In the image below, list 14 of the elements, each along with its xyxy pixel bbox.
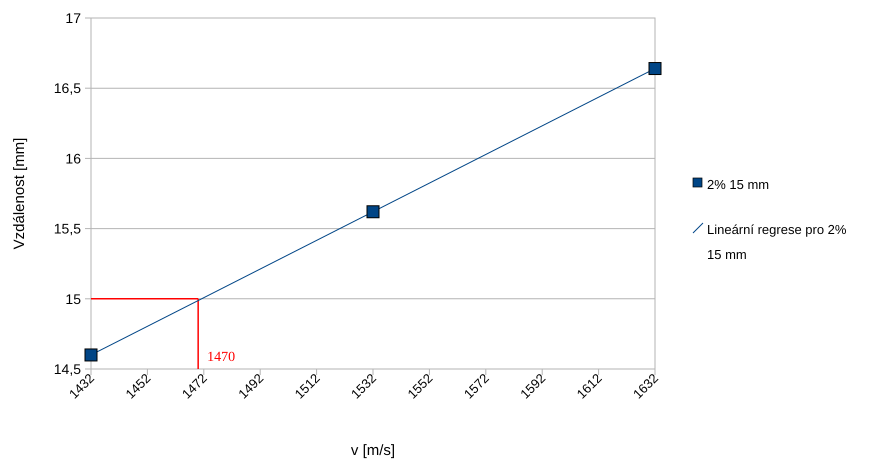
y-tick-label: 16,5 <box>54 80 82 96</box>
y-tick-label: 15,5 <box>54 220 82 237</box>
point <box>366 205 380 218</box>
y-axis-title: Vzdálenost [mm] <box>11 138 28 250</box>
legend-label: 2% 15 mm <box>707 177 770 192</box>
point <box>648 62 662 76</box>
y-tick-label: 17 <box>65 10 82 26</box>
ref-line-label: 1470 <box>207 350 236 365</box>
y-tick-label: 14,5 <box>54 361 82 377</box>
y-tick-label: 16 <box>65 150 82 166</box>
legend-label: Lineární regrese pro 2% 15 mm <box>707 222 847 262</box>
point <box>84 348 98 362</box>
y-tick-label: 15 <box>65 290 82 307</box>
x-axis-title: v [m/s] <box>350 442 396 459</box>
